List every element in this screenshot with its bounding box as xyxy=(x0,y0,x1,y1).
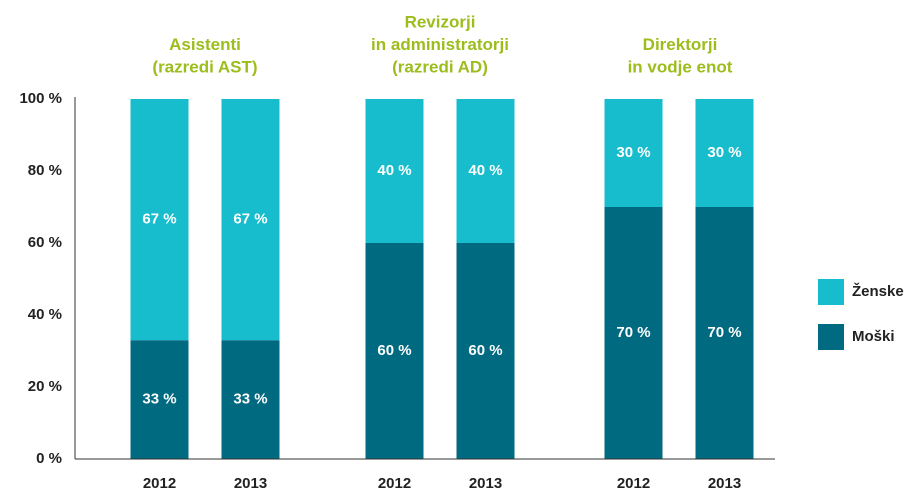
bar-segment xyxy=(365,99,424,243)
value-label: 67 % xyxy=(233,211,267,228)
group-label: in administratorji xyxy=(371,35,509,54)
group-label: (razredi AD) xyxy=(392,57,488,76)
group-label: in vodje enot xyxy=(628,57,733,76)
bar-segment xyxy=(695,99,754,207)
bar-segment xyxy=(456,243,515,459)
y-tick-label: 40 % xyxy=(28,306,62,323)
value-label: 30 % xyxy=(707,144,741,161)
value-label: 60 % xyxy=(468,342,502,359)
bar-segment xyxy=(456,99,515,243)
value-label: 33 % xyxy=(233,391,267,408)
y-tick-label: 80 % xyxy=(28,162,62,179)
bar-segment xyxy=(695,207,754,459)
x-tick-label: 2013 xyxy=(708,475,741,492)
bar-segment xyxy=(130,99,189,341)
legend-swatch xyxy=(818,324,844,350)
x-tick-label: 2013 xyxy=(469,475,502,492)
y-tick-label: 60 % xyxy=(28,234,62,251)
bar-segment xyxy=(365,243,424,459)
x-tick-label: 2012 xyxy=(378,475,411,492)
value-label: 33 % xyxy=(142,391,176,408)
group-label: Direktorji xyxy=(643,35,718,54)
value-label: 30 % xyxy=(616,144,650,161)
bar-segment xyxy=(221,99,280,341)
value-label: 40 % xyxy=(468,162,502,179)
bar-segment xyxy=(130,340,189,459)
bar-segment xyxy=(604,99,663,207)
y-tick-label: 20 % xyxy=(28,378,62,395)
group-label: Revizorji xyxy=(405,12,476,31)
group-label: (razredi AST) xyxy=(152,57,257,76)
x-tick-label: 2012 xyxy=(143,475,176,492)
value-label: 40 % xyxy=(377,162,411,179)
value-label: 67 % xyxy=(142,211,176,228)
value-label: 70 % xyxy=(616,324,650,341)
legend-swatch xyxy=(818,279,844,305)
legend-label: Ženske xyxy=(852,282,904,300)
bar-segment xyxy=(604,207,663,459)
value-label: 60 % xyxy=(377,342,411,359)
legend-label: Moški xyxy=(852,328,895,345)
value-label: 70 % xyxy=(707,324,741,341)
y-tick-label: 100 % xyxy=(19,90,62,107)
x-tick-label: 2012 xyxy=(617,475,650,492)
y-tick-label: 0 % xyxy=(36,450,62,467)
x-tick-label: 2013 xyxy=(234,475,267,492)
bar-segment xyxy=(221,340,280,459)
group-label: Asistenti xyxy=(169,35,241,54)
